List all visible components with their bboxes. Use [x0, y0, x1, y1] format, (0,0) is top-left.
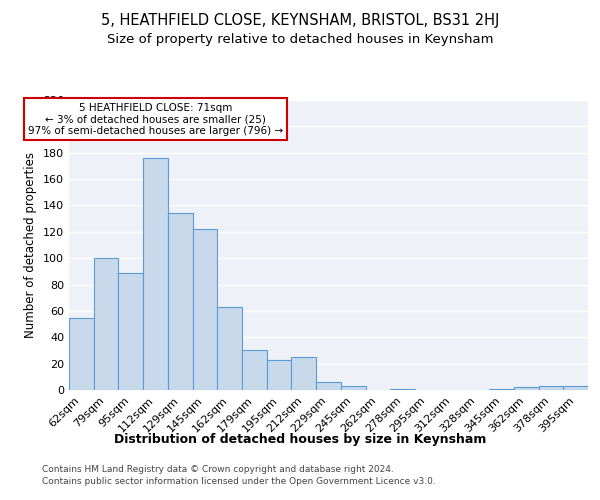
Y-axis label: Number of detached properties: Number of detached properties [25, 152, 37, 338]
Text: Size of property relative to detached houses in Keynsham: Size of property relative to detached ho… [107, 32, 493, 46]
Bar [341, 386, 365, 390]
Bar [489, 388, 514, 390]
Text: Contains public sector information licensed under the Open Government Licence v3: Contains public sector information licen… [42, 478, 436, 486]
Bar [193, 229, 217, 390]
Bar [316, 382, 341, 390]
Bar [69, 318, 94, 390]
Text: 5 HEATHFIELD CLOSE: 71sqm
← 3% of detached houses are smaller (25)
97% of semi-d: 5 HEATHFIELD CLOSE: 71sqm ← 3% of detach… [28, 102, 283, 136]
Bar [539, 386, 563, 390]
Bar [118, 272, 143, 390]
Bar [242, 350, 267, 390]
Text: 5, HEATHFIELD CLOSE, KEYNSHAM, BRISTOL, BS31 2HJ: 5, HEATHFIELD CLOSE, KEYNSHAM, BRISTOL, … [101, 12, 499, 28]
Bar [168, 214, 193, 390]
Bar [292, 357, 316, 390]
Bar [390, 388, 415, 390]
Bar [514, 388, 539, 390]
Bar [143, 158, 168, 390]
Text: Contains HM Land Registry data © Crown copyright and database right 2024.: Contains HM Land Registry data © Crown c… [42, 465, 394, 474]
Bar [217, 307, 242, 390]
Bar [94, 258, 118, 390]
Bar [563, 386, 588, 390]
Text: Distribution of detached houses by size in Keynsham: Distribution of detached houses by size … [114, 432, 486, 446]
Bar [267, 360, 292, 390]
